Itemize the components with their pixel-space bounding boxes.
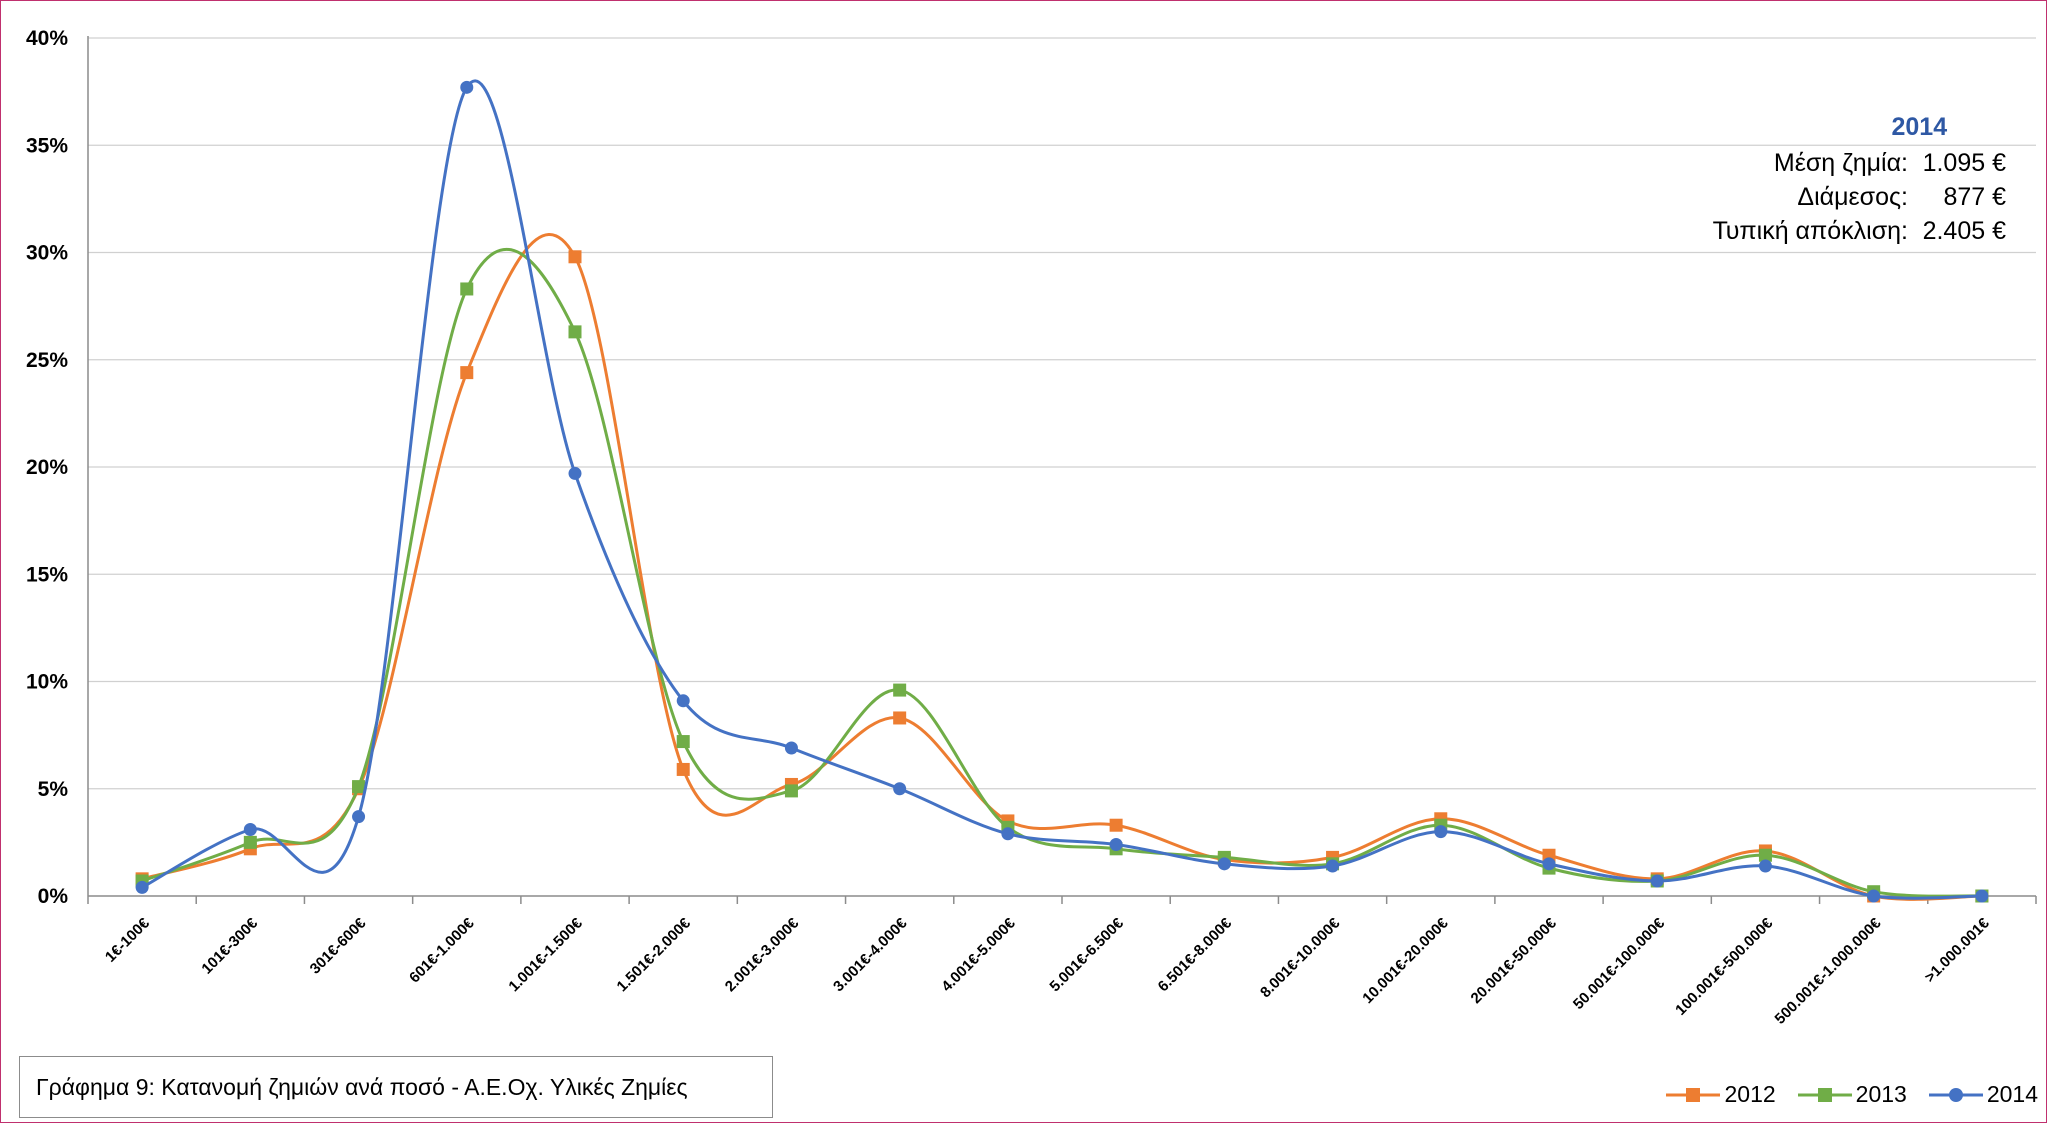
axes [87,36,2037,904]
series-2012 [135,232,1989,903]
data-point [1109,838,1123,852]
series-line-2013 [141,248,1982,898]
legend-label: 2014 [1986,1081,2038,1107]
legend-label: 2012 [1724,1081,1776,1107]
x-tick-label: 1.501€-2.000€ [614,914,695,995]
data-point [1758,848,1772,862]
x-tick-label: 10.001€-20.000€ [1359,914,1452,1007]
legend-item-2013: 2013 [1797,1081,1907,1108]
data-point [135,880,149,894]
series-2014 [135,79,1989,903]
stats-label: Διάμεσος: [1797,183,1908,211]
data-point [893,683,907,697]
y-tick-label: 35% [26,134,68,157]
x-tick-label: 3.001€-4.000€ [830,914,911,995]
x-tick-label: 2.001€-3.000€ [722,914,803,995]
y-tick-label: 5% [38,778,69,801]
y-tick-label: 15% [26,563,68,586]
x-tick-label: 6.501€-8.000€ [1155,914,1236,995]
x-tick-label: 100.001€-500.000€ [1672,914,1776,1018]
stats-label: Τυπική απόκλιση: [1712,217,1908,245]
data-point [1975,889,1989,903]
data-point [676,762,690,776]
legend-swatch-2014 [1928,1087,1983,1102]
x-axis-tick-labels: 1€-100€ 101€-300€ 301€-600€ 601€-1.000€ 1.00… [102,914,1993,1027]
stats-row-median: Διάμεσος: 877 € [1713,180,2006,214]
data-point [460,366,474,380]
data-point [893,711,907,725]
data-point [1109,818,1123,832]
legend-item-2014: 2014 [1928,1081,2038,1108]
y-tick-label: 40% [26,27,68,50]
x-tick-label: 20.001€-50.000€ [1468,914,1561,1007]
stats-label: Μέση ζημία: [1773,149,1908,177]
data-point [1542,857,1556,871]
caption-text: Γράφημα 9: Κατανομή ζημιών ανά ποσό - Α.… [36,1073,688,1100]
data-point [676,694,690,708]
data-point [568,466,582,480]
legend-swatch-2013 [1797,1087,1852,1102]
stats-title: 2014 [1891,113,1948,141]
data-point [460,282,474,296]
y-tick-label: 0% [38,885,69,908]
stats-value: 1.095 € [1922,149,2006,177]
data-point [568,250,582,264]
data-point [1758,859,1772,873]
stats-row-stddev: Τυπική απόκλιση: 2.405 € [1713,214,2006,248]
data-point [460,80,474,94]
x-tick-label: >1.000.001€ [1921,914,1993,986]
legend: 2012 2013 2014 [1644,1081,2038,1108]
stats-box: 2014 Μέση ζημία: 1.095 € Διάμεσος: 877 €… [1713,113,2006,248]
x-tick-label: 5.001€-6.500€ [1046,914,1127,995]
y-tick-label: 25% [26,349,68,372]
x-tick-label: 50.001€-100.000€ [1570,914,1669,1013]
stats-value: 2.405 € [1922,217,2006,245]
legend-item-2012: 2012 [1666,1081,1776,1108]
y-tick-label: 10% [26,671,68,694]
data-point [352,810,366,824]
caption-box: Γράφημα 9: Κατανομή ζημιών ανά ποσό - Α.… [19,1056,773,1118]
data-point [784,784,798,798]
x-tick-label: 301€-600€ [307,914,370,977]
data-point [243,823,257,837]
data-point [568,325,582,339]
x-tick-label: 8.001€-10.000€ [1257,914,1344,1001]
data-point [1650,874,1664,888]
x-tick-label: 1.001€-1.500€ [505,914,586,995]
stats-row-mean: Μέση ζημία: 1.095 € [1713,146,2006,180]
data-point [1326,859,1340,873]
data-point [1434,825,1448,839]
stats-value: 877 € [1943,183,2006,211]
data-point [1001,827,1015,841]
data-point [784,741,798,755]
x-tick-label: 1€-100€ [102,914,153,965]
data-point [243,835,257,849]
data-point [893,782,907,796]
data-point [1867,889,1881,903]
data-point [1217,857,1231,871]
y-tick-label: 20% [26,456,68,479]
gridlines [88,37,2036,790]
legend-swatch-2012 [1666,1087,1721,1102]
legend-label: 2013 [1855,1081,1907,1107]
x-tick-label: 101€-300€ [198,914,261,977]
x-tick-label: 4.001€-5.000€ [938,914,1019,995]
y-axis-tick-labels: 0% 5% 10% 15% 20% 25% 30% 35% 40% [26,27,68,908]
data-point [676,735,690,749]
y-tick-label: 30% [26,242,68,265]
series-line-2014 [141,79,1982,900]
x-tick-label: 500.001€-1.000.000€ [1772,914,1885,1027]
series-line-2012 [141,232,1982,901]
data-point [352,780,366,794]
x-tick-label: 601€-1.000€ [406,914,478,986]
series-group [135,79,1989,903]
